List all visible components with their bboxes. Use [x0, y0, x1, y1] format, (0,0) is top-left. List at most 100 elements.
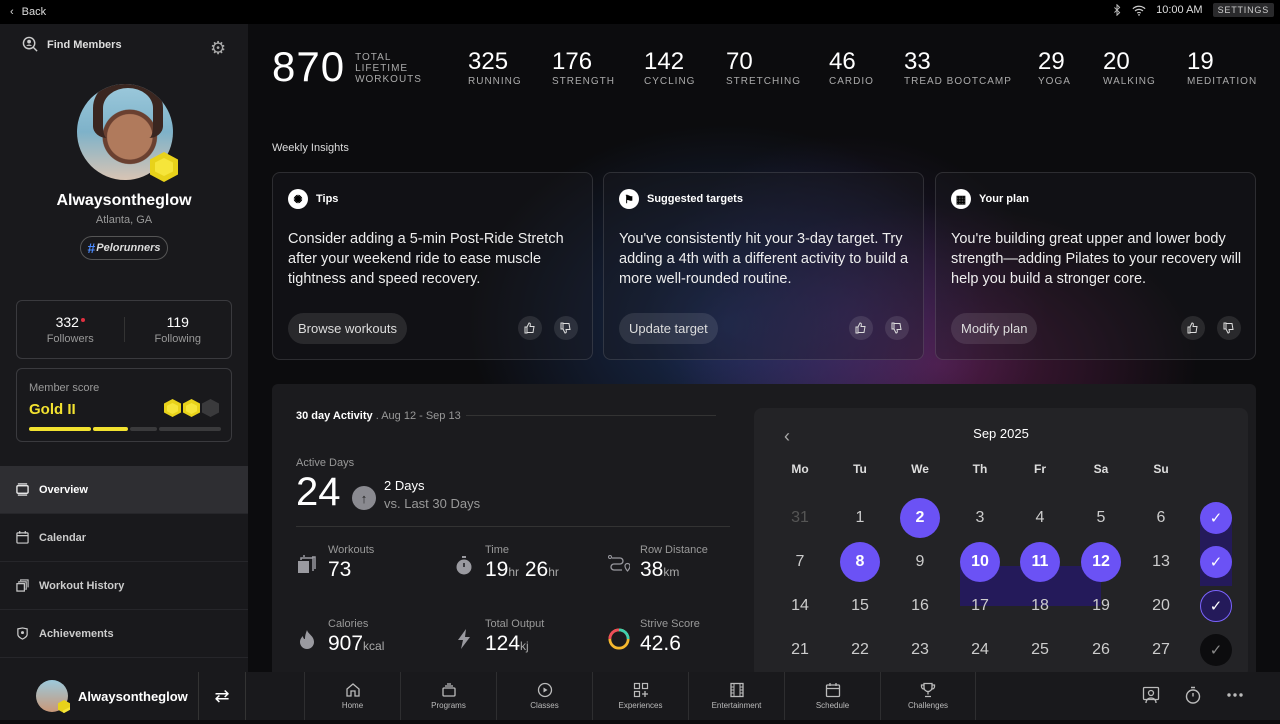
update-target-button[interactable]: Update target: [619, 313, 718, 344]
plan-calendar-icon: ▦: [951, 189, 971, 209]
thumbs-up-button[interactable]: [1181, 316, 1205, 340]
week-current-check-icon: ✓: [1200, 590, 1232, 622]
insight-card-targets: ⚑ Suggested targets You've consistently h…: [603, 172, 924, 360]
calendar-day-active[interactable]: 8: [840, 542, 880, 582]
tag-chip[interactable]: # Pelorunners: [80, 236, 168, 260]
calendar-day[interactable]: 3: [975, 509, 985, 526]
gear-icon[interactable]: ⚙: [210, 38, 227, 58]
strive-ring-icon: [608, 628, 630, 650]
back-button[interactable]: ‹ Back: [10, 6, 47, 18]
calendar-day[interactable]: 7: [795, 553, 805, 570]
settings-button[interactable]: SETTINGS: [1212, 3, 1274, 17]
thumbs-down-button[interactable]: [885, 316, 909, 340]
stat-meditation[interactable]: 19 MEDITATION: [1187, 48, 1258, 88]
calendar-day-active[interactable]: 10: [960, 542, 1000, 582]
calendar-day[interactable]: 6: [1156, 509, 1166, 526]
find-members-button[interactable]: Find Members: [22, 36, 122, 53]
hashtag-icon: #: [87, 240, 96, 256]
calendar-day[interactable]: 26: [1092, 641, 1110, 658]
modify-plan-button[interactable]: Modify plan: [951, 313, 1038, 344]
thumbs-down-button[interactable]: [554, 316, 578, 340]
active-days-value: 24: [296, 470, 341, 514]
calendar-day[interactable]: 20: [1152, 597, 1170, 614]
calendar-day[interactable]: 5: [1096, 509, 1106, 526]
following-button[interactable]: 119 Following: [154, 314, 201, 345]
calendar-day[interactable]: 24: [971, 641, 989, 658]
calendar-icon: [16, 531, 29, 544]
sidebar-item-workout-history[interactable]: Workout History: [0, 562, 248, 610]
calendar-day[interactable]: 1: [855, 509, 865, 526]
stat-cycling[interactable]: 142 CYCLING: [644, 48, 696, 88]
metric-workouts: Workouts 73: [296, 544, 374, 582]
user-profile-button[interactable]: Alwaysontheglow: [0, 680, 198, 713]
gold-badge-icon: [58, 700, 70, 713]
weekly-insights-title: Weekly Insights: [272, 142, 349, 154]
tab-entertainment[interactable]: Entertainment: [688, 672, 784, 720]
stat-stretching[interactable]: 70 STRETCHING: [726, 48, 801, 88]
calendar-day[interactable]: 15: [851, 597, 869, 614]
followers-button[interactable]: 332 Followers: [46, 314, 94, 345]
calendar-day[interactable]: 17: [971, 597, 989, 614]
calendar-day-active[interactable]: 11: [1020, 542, 1060, 582]
home-icon: [345, 683, 360, 697]
previous-month-button[interactable]: ‹: [784, 426, 790, 446]
gem-icon: [183, 399, 200, 417]
switch-user-button[interactable]: ⇄: [198, 672, 246, 720]
lightbulb-icon: ✺: [288, 189, 308, 209]
thumbs-up-button[interactable]: [518, 316, 542, 340]
sidebar-item-overview[interactable]: Overview: [0, 466, 248, 514]
calendar-day-active[interactable]: 2: [900, 498, 940, 538]
film-icon: [729, 682, 744, 698]
thumbs-up-button[interactable]: [849, 316, 873, 340]
calendar-day[interactable]: 4: [1035, 509, 1045, 526]
tab-home[interactable]: Home: [304, 672, 400, 720]
more-options-icon[interactable]: [1226, 686, 1244, 704]
schedule-calendar-icon: [825, 683, 840, 698]
workout-history-icon: [16, 579, 29, 592]
week-complete-check-icon: ✓: [1200, 502, 1232, 534]
calendar-day[interactable]: 25: [1031, 641, 1049, 658]
activity-calendar: ‹ Sep 2025 Mo Tu We Th Fr Sa Su 31 1 2 3…: [754, 408, 1248, 672]
follow-stats: 332 Followers 119 Following: [16, 300, 232, 359]
stat-tread-bootcamp[interactable]: 33 TREAD BOOTCAMP: [904, 48, 1012, 88]
timer-icon[interactable]: [1184, 686, 1202, 704]
stat-walking[interactable]: 20 WALKING: [1103, 48, 1156, 88]
stat-cardio[interactable]: 46 CARDIO: [829, 48, 874, 88]
calendar-day[interactable]: 16: [911, 597, 929, 614]
calendar-day[interactable]: 21: [791, 641, 809, 658]
workouts-stack-icon: [296, 554, 318, 576]
stat-running[interactable]: 325 RUNNING: [468, 48, 522, 88]
sidebar-item-calendar[interactable]: Calendar: [0, 514, 248, 562]
calendar-day-active[interactable]: 12: [1081, 542, 1121, 582]
notification-dot: [80, 318, 85, 322]
tab-classes[interactable]: Classes: [496, 672, 592, 720]
calendar-month: Sep 2025: [973, 426, 1029, 441]
calendar-day[interactable]: 14: [791, 597, 809, 614]
calendar-day[interactable]: 23: [911, 641, 929, 658]
calendar-day[interactable]: 31: [791, 509, 809, 526]
bluetooth-icon: [1114, 4, 1121, 16]
member-score-card[interactable]: Member score Gold II: [16, 368, 232, 442]
tab-schedule[interactable]: Schedule: [784, 672, 880, 720]
tab-challenges[interactable]: Challenges: [880, 672, 976, 720]
browse-workouts-button[interactable]: Browse workouts: [288, 313, 407, 344]
thumbs-down-icon: [560, 322, 571, 334]
thumbs-down-icon: [891, 322, 902, 334]
calendar-day[interactable]: 9: [915, 553, 925, 570]
calendar-day[interactable]: 22: [851, 641, 869, 658]
sidebar-item-achievements[interactable]: Achievements: [0, 610, 248, 658]
calendar-day[interactable]: 27: [1152, 641, 1170, 658]
calendar-day[interactable]: 13: [1152, 553, 1170, 570]
screen-share-icon[interactable]: [1142, 686, 1160, 704]
calendar-day[interactable]: 18: [1031, 597, 1049, 614]
tab-experiences[interactable]: Experiences: [592, 672, 688, 720]
tab-programs[interactable]: Programs: [400, 672, 496, 720]
thumbs-down-button[interactable]: [1217, 316, 1241, 340]
stat-yoga[interactable]: 29 YOGA: [1038, 48, 1071, 88]
metric-time: Time 19hr 26hr: [453, 544, 559, 582]
flame-icon: [296, 628, 318, 650]
stat-strength[interactable]: 176 STRENGTH: [552, 48, 615, 88]
profile-nav: Overview Calendar Workout History Achiev…: [0, 466, 248, 658]
calendar-day[interactable]: 19: [1092, 597, 1110, 614]
thumbs-up-icon: [524, 322, 535, 334]
